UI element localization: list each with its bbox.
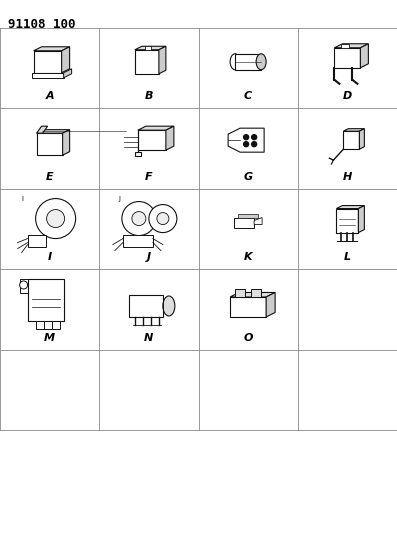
Polygon shape (145, 46, 151, 50)
Ellipse shape (256, 54, 266, 70)
Polygon shape (358, 206, 364, 232)
Polygon shape (238, 214, 258, 217)
Polygon shape (234, 217, 254, 228)
Text: J: J (119, 196, 121, 201)
Polygon shape (251, 289, 261, 297)
Polygon shape (166, 126, 174, 150)
Text: E: E (46, 172, 54, 182)
Circle shape (252, 135, 256, 140)
Polygon shape (341, 44, 349, 48)
Polygon shape (63, 130, 69, 155)
Text: H: H (343, 172, 352, 182)
Polygon shape (230, 297, 266, 317)
Circle shape (244, 142, 249, 147)
Polygon shape (19, 279, 28, 293)
Text: B: B (145, 91, 153, 101)
Text: I: I (48, 252, 52, 262)
Polygon shape (44, 321, 52, 329)
Text: A: A (45, 91, 54, 101)
Polygon shape (37, 130, 69, 133)
Text: G: G (244, 172, 252, 182)
Circle shape (36, 199, 75, 239)
Polygon shape (334, 44, 368, 48)
Polygon shape (135, 50, 159, 74)
Polygon shape (34, 47, 69, 51)
Ellipse shape (163, 296, 175, 316)
Polygon shape (336, 206, 364, 208)
Polygon shape (235, 54, 261, 70)
Circle shape (46, 209, 65, 228)
Text: 91108 100: 91108 100 (8, 18, 75, 31)
Circle shape (252, 142, 256, 147)
Text: O: O (243, 333, 253, 343)
Polygon shape (62, 47, 69, 73)
Circle shape (122, 201, 156, 236)
Circle shape (149, 205, 177, 232)
Polygon shape (343, 131, 359, 149)
Polygon shape (360, 44, 368, 68)
Polygon shape (359, 128, 364, 149)
Polygon shape (123, 235, 153, 247)
Polygon shape (228, 128, 264, 152)
Polygon shape (159, 46, 166, 74)
Text: C: C (244, 91, 252, 101)
Polygon shape (34, 51, 62, 73)
Ellipse shape (230, 54, 240, 70)
Polygon shape (138, 130, 166, 150)
Polygon shape (266, 293, 275, 317)
Polygon shape (37, 126, 48, 133)
Polygon shape (36, 321, 44, 329)
Text: N: N (144, 333, 154, 343)
Circle shape (132, 212, 146, 225)
Text: D: D (343, 91, 352, 101)
Polygon shape (235, 289, 245, 297)
Circle shape (157, 213, 169, 224)
Circle shape (244, 135, 249, 140)
Polygon shape (37, 133, 63, 155)
Polygon shape (32, 73, 64, 78)
Polygon shape (254, 217, 262, 224)
Polygon shape (28, 235, 46, 247)
Text: I: I (21, 196, 24, 201)
Circle shape (19, 281, 28, 289)
Polygon shape (64, 69, 71, 78)
Polygon shape (343, 128, 364, 131)
Polygon shape (138, 126, 174, 130)
Polygon shape (230, 293, 275, 297)
Polygon shape (334, 48, 360, 68)
Text: J: J (147, 252, 151, 262)
Text: L: L (344, 252, 351, 262)
Polygon shape (336, 208, 358, 232)
Text: M: M (44, 333, 55, 343)
Polygon shape (28, 279, 64, 321)
Polygon shape (129, 295, 163, 317)
Polygon shape (135, 46, 166, 50)
Polygon shape (52, 321, 60, 329)
Text: K: K (244, 252, 252, 262)
Text: F: F (145, 172, 153, 182)
